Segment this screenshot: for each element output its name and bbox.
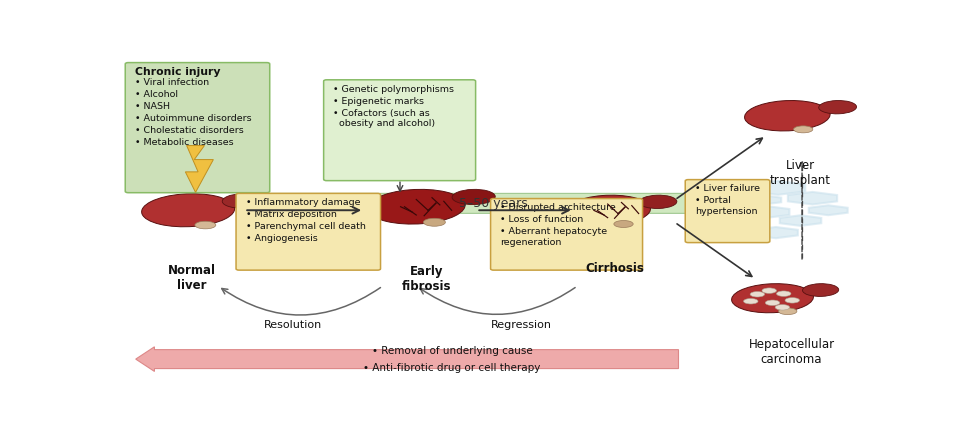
Text: • Liver failure: • Liver failure [695, 185, 760, 194]
Text: • Angiogenesis: • Angiogenesis [245, 234, 318, 243]
Text: Resolution: Resolution [264, 320, 322, 330]
Text: • Cofactors (such as
  obesity and alcohol): • Cofactors (such as obesity and alcohol… [333, 109, 436, 128]
FancyBboxPatch shape [491, 198, 642, 270]
Text: • Cholestatic disorders: • Cholestatic disorders [135, 127, 243, 135]
Text: Liver
transplant: Liver transplant [770, 159, 831, 187]
Text: • Aberrant hepatocyte
regeneration: • Aberrant hepatocyte regeneration [500, 228, 608, 247]
Text: • Metabolic diseases: • Metabolic diseases [135, 138, 234, 148]
Ellipse shape [803, 284, 838, 296]
Ellipse shape [785, 298, 800, 303]
Ellipse shape [819, 101, 857, 114]
Ellipse shape [745, 101, 830, 131]
Text: • Portal
hypertension: • Portal hypertension [695, 196, 757, 216]
Text: • Alcohol: • Alcohol [135, 90, 178, 99]
Ellipse shape [762, 288, 777, 293]
FancyArrow shape [136, 347, 678, 371]
Ellipse shape [142, 194, 235, 227]
Ellipse shape [639, 195, 677, 208]
Text: • Inflammatory damage: • Inflammatory damage [245, 198, 360, 207]
FancyBboxPatch shape [685, 180, 770, 243]
FancyBboxPatch shape [324, 80, 475, 181]
Text: • Removal of underlying cause: • Removal of underlying cause [372, 346, 532, 356]
Ellipse shape [744, 299, 758, 304]
Text: Early
fibrosis: Early fibrosis [402, 266, 451, 293]
FancyArrow shape [270, 190, 716, 216]
Text: • Genetic polymorphisms: • Genetic polymorphisms [333, 84, 454, 93]
Ellipse shape [751, 291, 765, 297]
Text: • Anti-fibrotic drug or cell therapy: • Anti-fibrotic drug or cell therapy [363, 363, 541, 372]
Polygon shape [745, 195, 781, 205]
Text: • Disrupted architecture: • Disrupted architecture [500, 203, 616, 212]
FancyBboxPatch shape [126, 63, 270, 193]
Ellipse shape [777, 291, 791, 296]
Polygon shape [780, 215, 821, 226]
Text: Hepatocellular
carcinoma: Hepatocellular carcinoma [749, 337, 835, 366]
Text: • Epigenetic marks: • Epigenetic marks [333, 97, 424, 105]
Ellipse shape [367, 190, 465, 224]
Text: Normal
liver: Normal liver [168, 264, 215, 291]
Text: • Autoimmune disorders: • Autoimmune disorders [135, 114, 251, 123]
Ellipse shape [731, 284, 813, 313]
Polygon shape [809, 205, 848, 215]
Text: • Parenchymal cell death: • Parenchymal cell death [245, 222, 366, 231]
Ellipse shape [452, 190, 496, 205]
Ellipse shape [793, 126, 812, 133]
Polygon shape [185, 146, 213, 192]
Text: • Loss of function: • Loss of function [500, 215, 583, 224]
Text: • Viral infection: • Viral infection [135, 78, 209, 88]
Polygon shape [753, 227, 798, 238]
Polygon shape [751, 181, 806, 195]
Ellipse shape [613, 220, 633, 228]
Ellipse shape [195, 221, 215, 229]
Ellipse shape [765, 300, 780, 305]
Polygon shape [743, 206, 789, 218]
Ellipse shape [565, 195, 650, 226]
Text: Regression: Regression [491, 320, 552, 330]
Text: 5–50 years: 5–50 years [459, 197, 527, 210]
Polygon shape [788, 192, 838, 204]
Text: • Matrix deposition: • Matrix deposition [245, 210, 336, 219]
Ellipse shape [222, 194, 264, 208]
Ellipse shape [779, 308, 797, 315]
Text: • NASH: • NASH [135, 102, 170, 111]
Text: Cirrhosis: Cirrhosis [585, 262, 644, 275]
Text: Chronic injury: Chronic injury [135, 67, 220, 77]
Ellipse shape [423, 218, 445, 226]
Ellipse shape [775, 304, 789, 310]
FancyBboxPatch shape [236, 194, 381, 270]
